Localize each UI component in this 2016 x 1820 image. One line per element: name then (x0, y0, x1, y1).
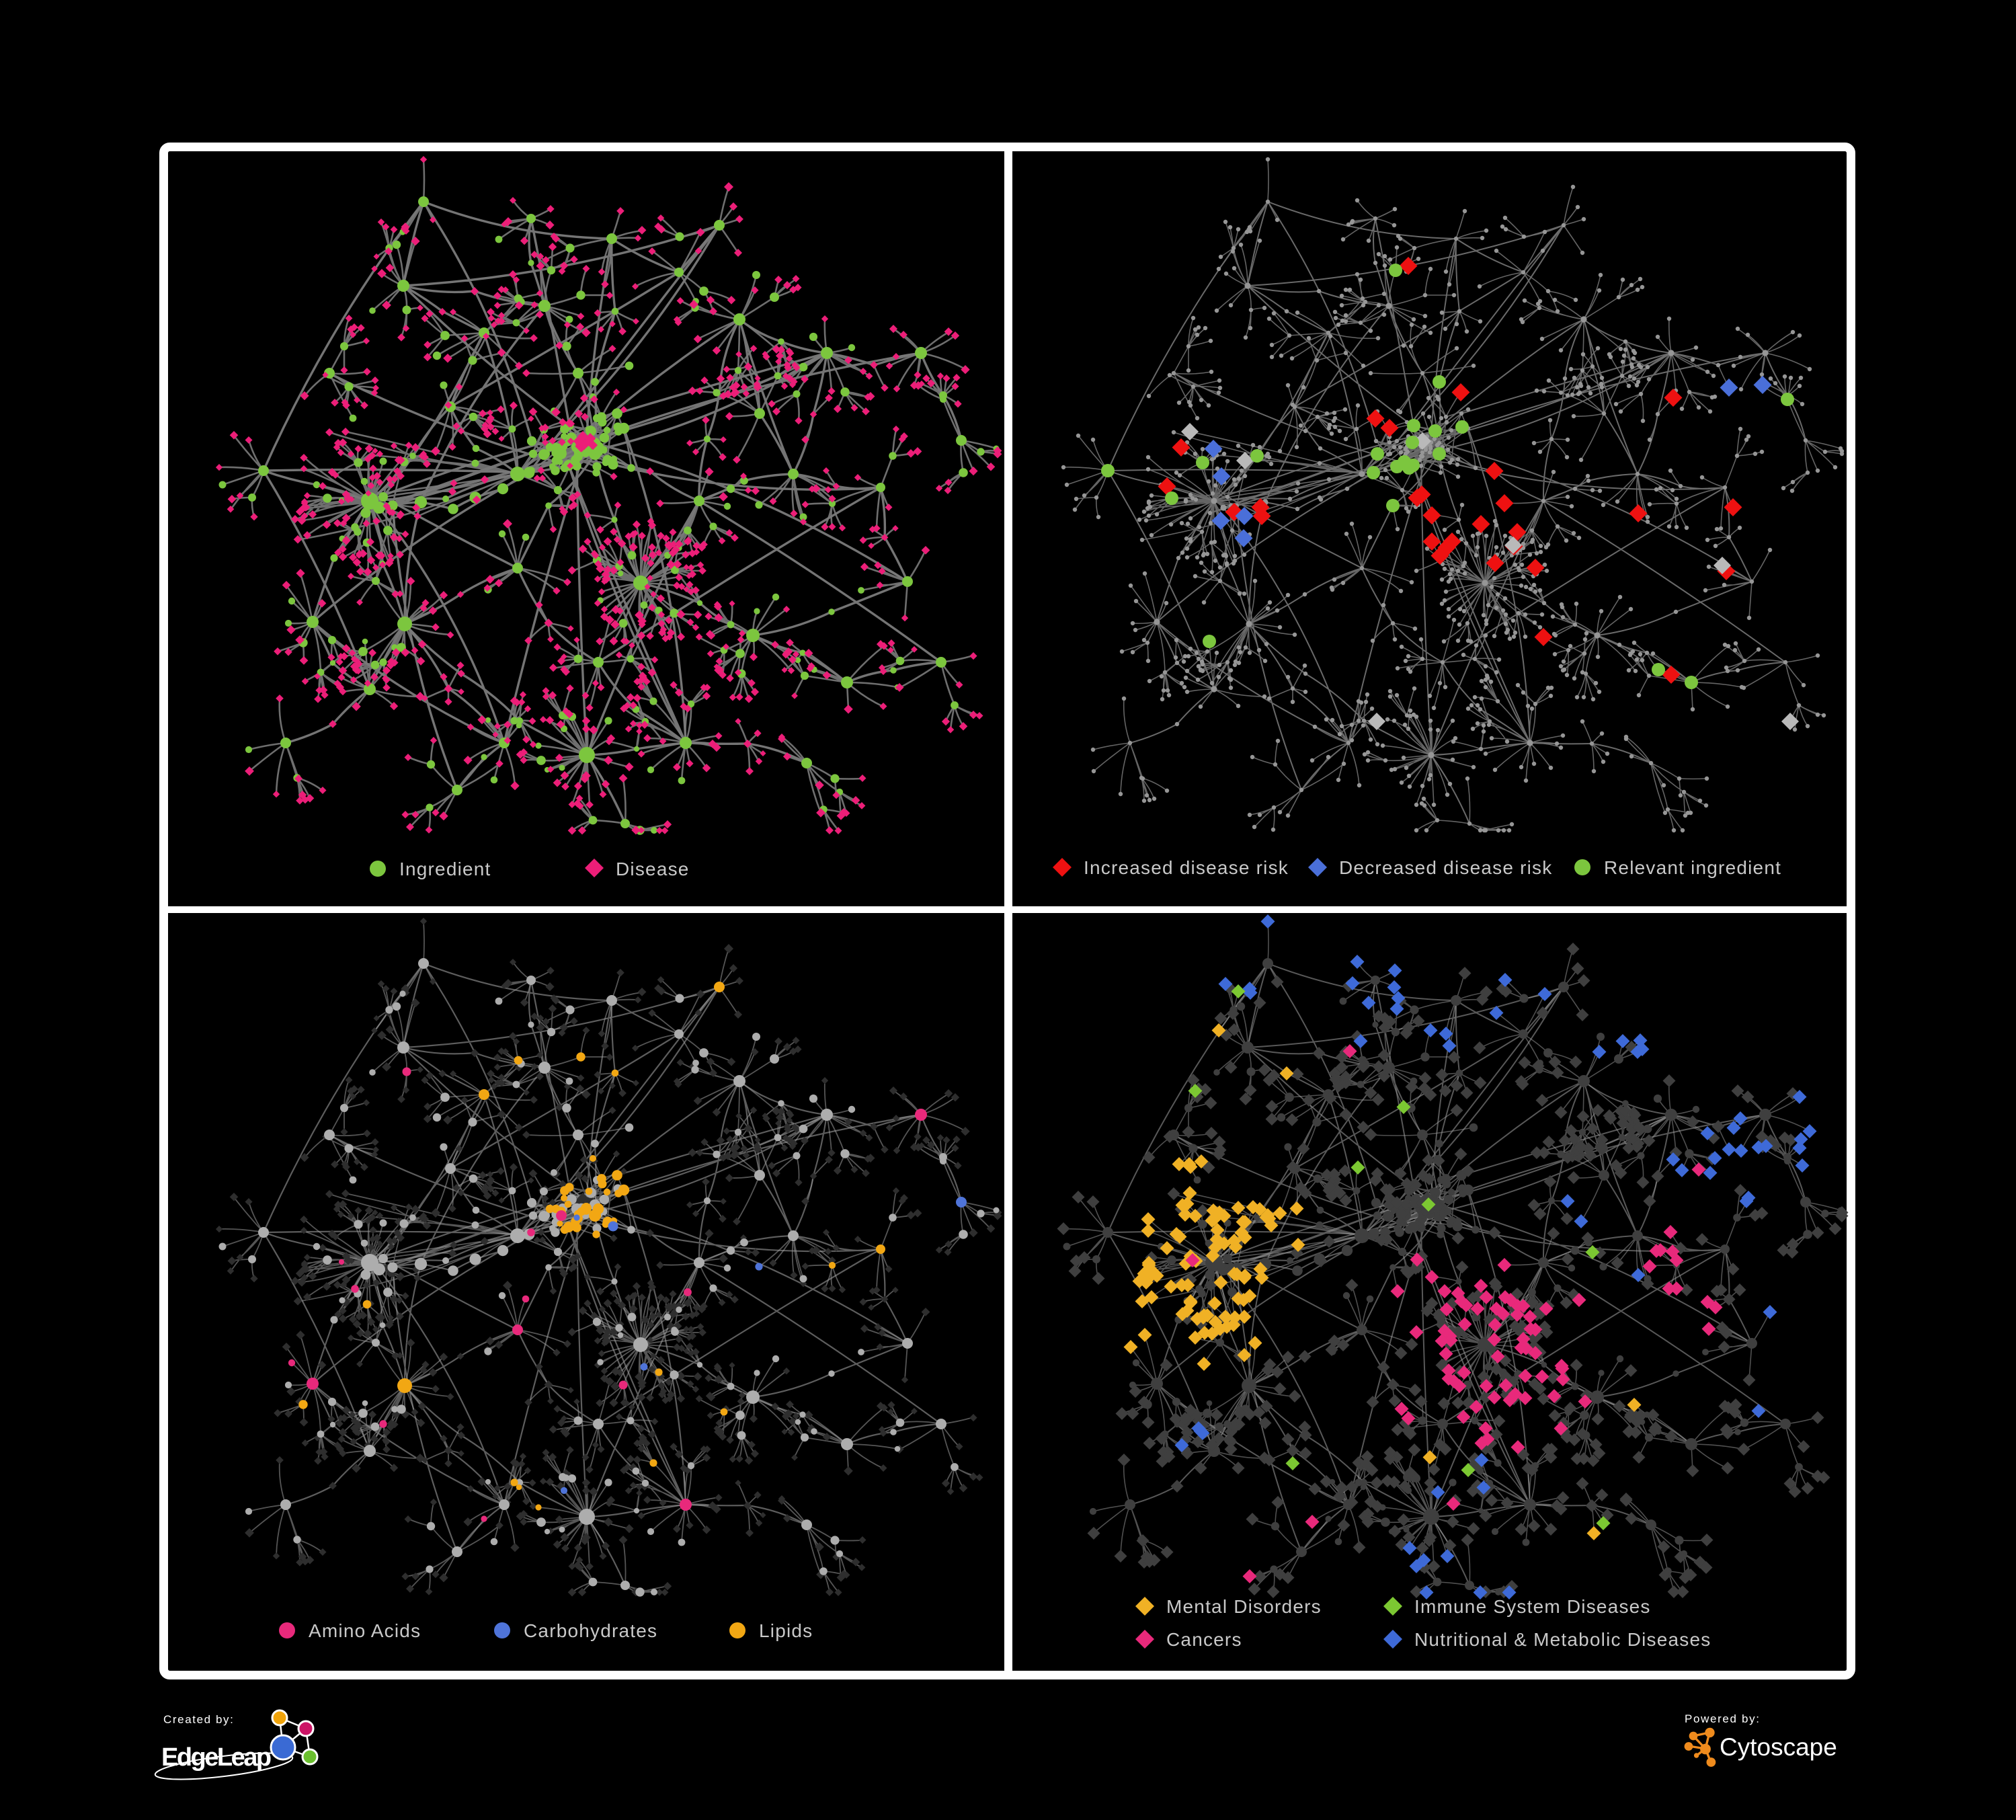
svg-text:EdgeLeap: EdgeLeap (161, 1743, 271, 1772)
svg-text:Nutritional & Metabolic Diseas: Nutritional & Metabolic Diseases (1414, 1629, 1711, 1650)
svg-text:Created by:: Created by: (163, 1713, 234, 1726)
svg-text:Immune System Diseases: Immune System Diseases (1414, 1596, 1651, 1617)
svg-text:Carbohydrates: Carbohydrates (524, 1620, 657, 1641)
svg-text:Cancers: Cancers (1166, 1629, 1242, 1650)
svg-text:Amino Acids: Amino Acids (309, 1620, 421, 1641)
svg-text:Relevant ingredient: Relevant ingredient (1604, 857, 1781, 878)
svg-text:Lipids: Lipids (759, 1620, 813, 1641)
svg-text:Cytoscape: Cytoscape (1720, 1733, 1837, 1761)
svg-text:Mental Disorders: Mental Disorders (1166, 1596, 1322, 1617)
svg-text:Disease: Disease (616, 859, 690, 879)
svg-text:Increased disease risk: Increased disease risk (1084, 857, 1289, 878)
svg-text:Powered by:: Powered by: (1685, 1712, 1761, 1725)
svg-text:Ingredient: Ingredient (399, 859, 491, 879)
svg-text:Decreased disease risk: Decreased disease risk (1339, 857, 1552, 878)
